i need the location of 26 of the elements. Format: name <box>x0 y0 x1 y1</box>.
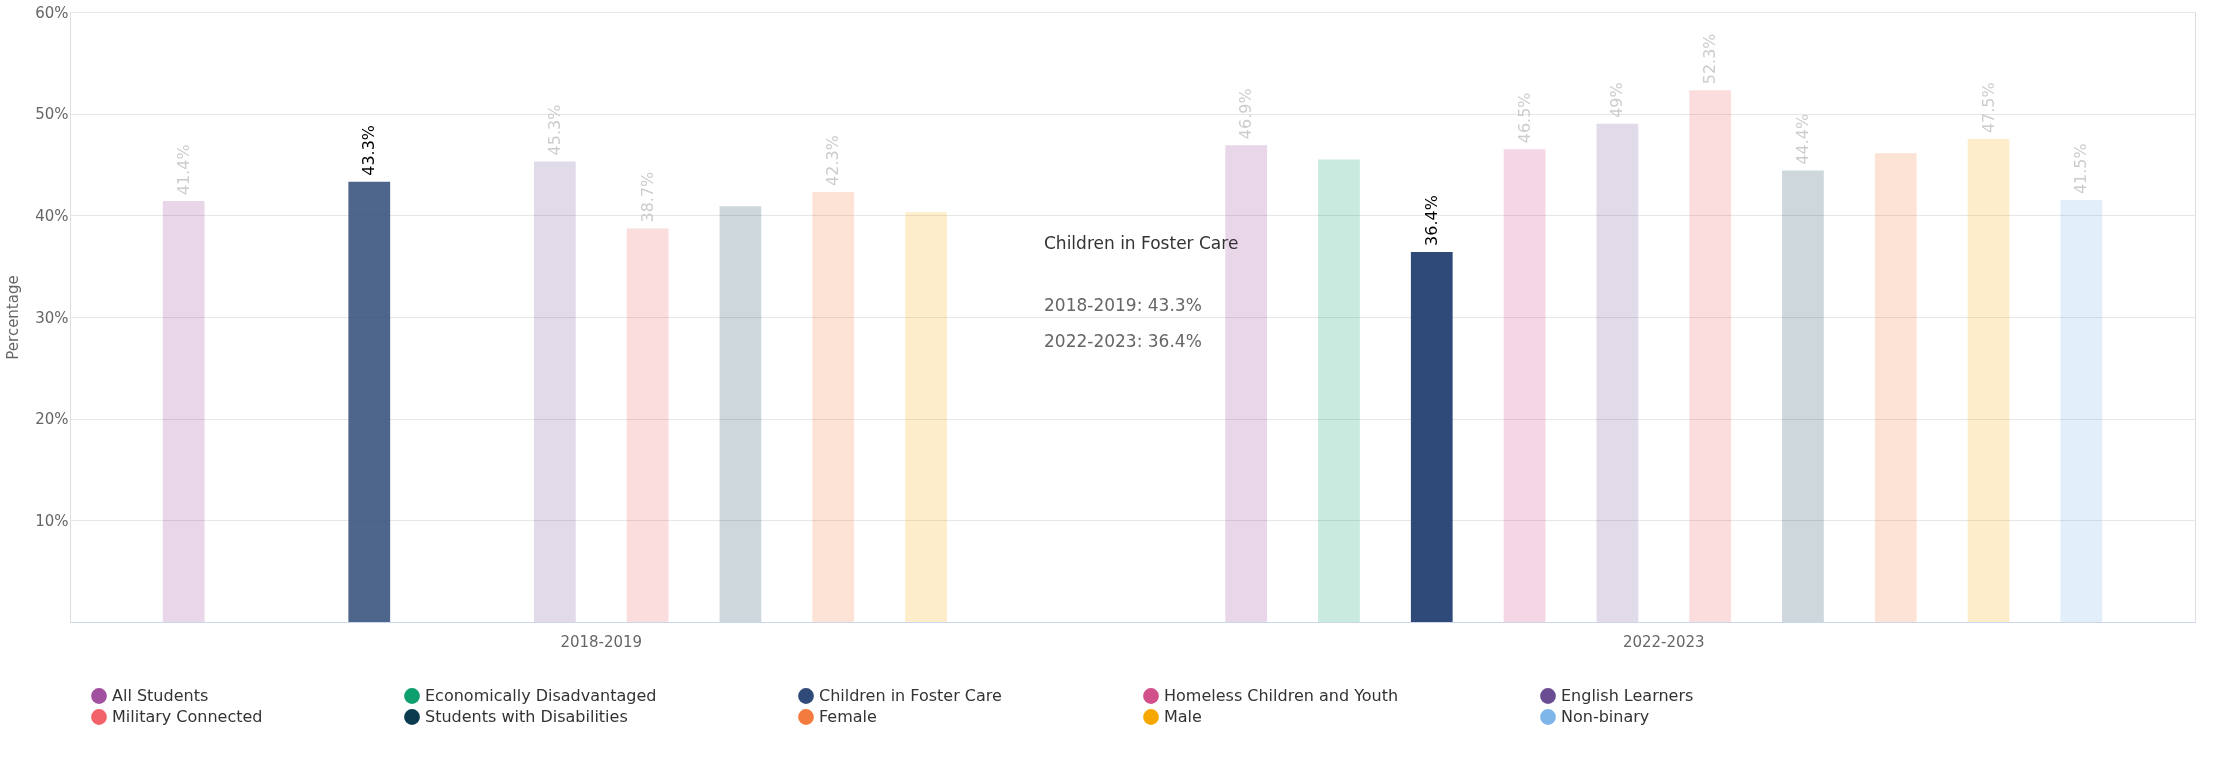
legend-label: Children in Foster Care <box>819 686 1002 705</box>
y-axis-title: Percentage <box>4 275 23 360</box>
y-tick-label: 30% <box>35 308 69 327</box>
y-tick-label: 50% <box>35 105 69 124</box>
legend-label: All Students <box>112 686 209 705</box>
y-tick-label: 20% <box>35 410 69 429</box>
data-label: 36.4% <box>1421 195 1441 246</box>
bar <box>348 181 391 622</box>
annotation: 2018-2019: 43.3% <box>1044 295 1202 315</box>
x-tick-label: 2018-2019 <box>560 632 643 651</box>
annotation: 2022-2023: 36.4% <box>1044 331 1202 351</box>
legend-label: Students with Disabilities <box>425 707 628 726</box>
legend-label: Economically Disadvantaged <box>425 686 657 705</box>
x-tick-label: 2022-2023 <box>1622 632 1705 651</box>
annotation: Children in Foster Care <box>1044 233 1239 253</box>
legend-label: Military Connected <box>112 707 263 726</box>
legend-label: Male <box>1164 707 1202 726</box>
legend-label: Homeless Children and Youth <box>1164 686 1399 705</box>
y-tick-label: 10% <box>35 511 69 530</box>
y-tick-label: 60% <box>35 3 69 22</box>
legend-label: Female <box>819 707 877 726</box>
data-label: 43.3% <box>359 124 379 176</box>
bar <box>1410 251 1453 622</box>
legend-label: Non-binary <box>1561 707 1650 726</box>
legend-label: English Learners <box>1561 686 1694 705</box>
y-tick-label: 40% <box>35 206 69 225</box>
